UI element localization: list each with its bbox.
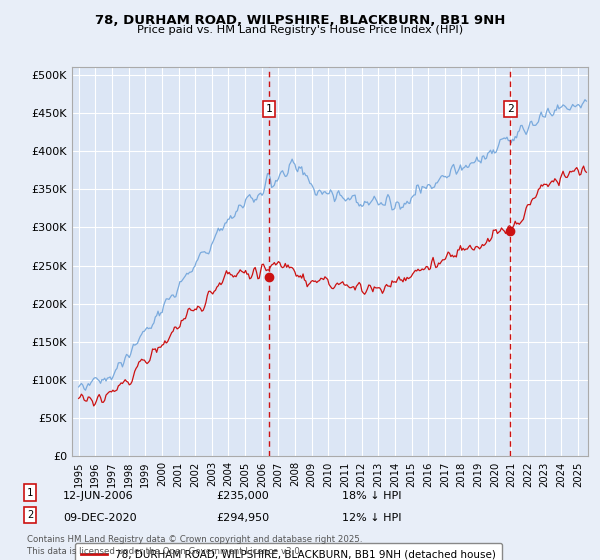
Legend: 78, DURHAM ROAD, WILPSHIRE, BLACKBURN, BB1 9NH (detached house), HPI: Average pr: 78, DURHAM ROAD, WILPSHIRE, BLACKBURN, B… [74, 543, 502, 560]
Text: £235,000: £235,000 [216, 491, 269, 501]
Text: Price paid vs. HM Land Registry's House Price Index (HPI): Price paid vs. HM Land Registry's House … [137, 25, 463, 35]
Text: 12% ↓ HPI: 12% ↓ HPI [342, 513, 401, 523]
Text: 78, DURHAM ROAD, WILPSHIRE, BLACKBURN, BB1 9NH: 78, DURHAM ROAD, WILPSHIRE, BLACKBURN, B… [95, 14, 505, 27]
Text: £294,950: £294,950 [216, 513, 269, 523]
Text: 2: 2 [507, 104, 514, 114]
Text: 09-DEC-2020: 09-DEC-2020 [63, 513, 137, 523]
Text: 2: 2 [27, 510, 33, 520]
Text: 18% ↓ HPI: 18% ↓ HPI [342, 491, 401, 501]
Text: 1: 1 [27, 488, 33, 498]
Text: 12-JUN-2006: 12-JUN-2006 [63, 491, 134, 501]
Text: Contains HM Land Registry data © Crown copyright and database right 2025.
This d: Contains HM Land Registry data © Crown c… [27, 535, 362, 556]
Text: 1: 1 [266, 104, 272, 114]
